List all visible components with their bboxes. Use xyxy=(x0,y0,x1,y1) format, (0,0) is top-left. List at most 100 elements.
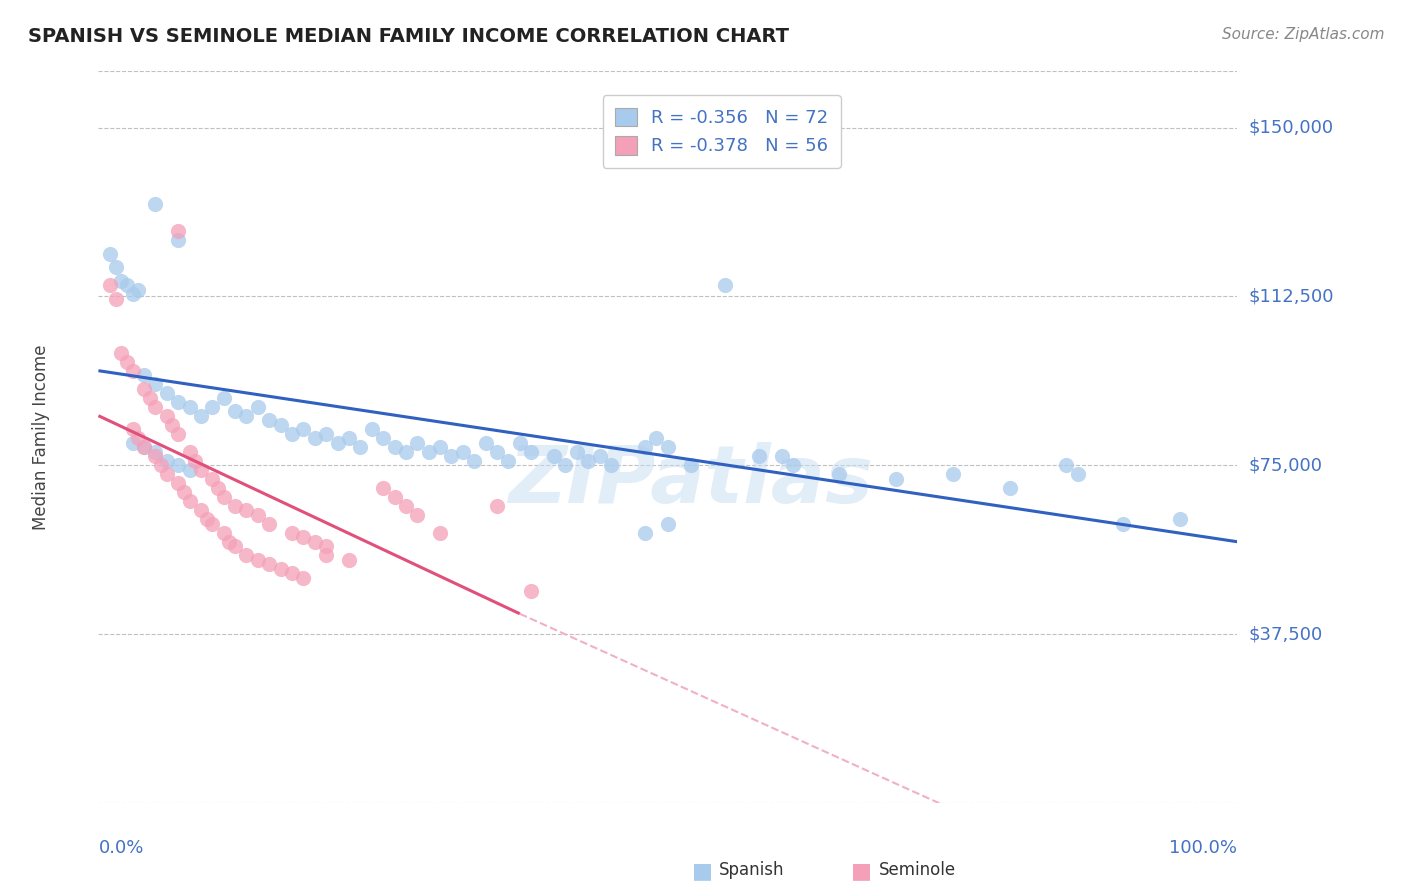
Point xyxy=(371,431,394,445)
Point xyxy=(657,516,679,531)
Point xyxy=(304,431,326,445)
Point xyxy=(520,444,543,458)
Point xyxy=(127,431,149,445)
Point xyxy=(679,458,702,473)
Point xyxy=(304,534,326,549)
Point xyxy=(429,440,451,454)
Point xyxy=(167,233,190,247)
Point xyxy=(156,453,179,467)
Point xyxy=(634,525,657,540)
Point xyxy=(179,494,201,508)
Text: 0.0%: 0.0% xyxy=(98,839,143,857)
Point xyxy=(179,400,201,414)
Point xyxy=(110,345,132,359)
Point xyxy=(770,449,793,463)
Point xyxy=(884,472,907,486)
Point xyxy=(121,287,143,301)
Point xyxy=(315,548,337,562)
Point xyxy=(156,467,179,482)
Point xyxy=(132,440,155,454)
Point xyxy=(190,503,212,517)
Point xyxy=(179,444,201,458)
Point xyxy=(498,453,520,467)
Point xyxy=(326,435,349,450)
Point xyxy=(315,539,337,553)
Point xyxy=(115,354,138,368)
Point xyxy=(440,449,463,463)
Text: Spanish: Spanish xyxy=(718,862,785,880)
Point xyxy=(212,391,235,405)
Point xyxy=(173,485,195,500)
Point xyxy=(384,440,406,454)
Point xyxy=(145,197,167,211)
Point xyxy=(292,422,315,436)
Point xyxy=(98,278,121,293)
Point xyxy=(207,481,229,495)
Point xyxy=(942,467,965,482)
Point xyxy=(201,516,224,531)
Point xyxy=(281,525,304,540)
Point xyxy=(224,539,246,553)
Point xyxy=(543,449,565,463)
Point xyxy=(337,553,360,567)
Text: ZIPatlas: ZIPatlas xyxy=(508,442,873,520)
Point xyxy=(270,562,292,576)
Point xyxy=(246,553,269,567)
Point xyxy=(145,377,167,392)
Point xyxy=(418,444,440,458)
Point xyxy=(132,368,155,383)
Point xyxy=(246,508,269,522)
Point xyxy=(349,440,371,454)
Point xyxy=(167,476,190,491)
Point xyxy=(104,260,127,275)
Point xyxy=(828,467,851,482)
Point xyxy=(360,422,382,436)
Point xyxy=(748,449,770,463)
Point xyxy=(235,548,257,562)
Text: Median Family Income: Median Family Income xyxy=(32,344,51,530)
Text: Seminole: Seminole xyxy=(879,862,956,880)
Point xyxy=(127,283,149,297)
Point xyxy=(486,499,509,513)
Point xyxy=(190,409,212,423)
Point xyxy=(520,584,543,599)
Point xyxy=(110,274,132,288)
Point xyxy=(406,508,429,522)
Point xyxy=(588,449,610,463)
Text: $112,500: $112,500 xyxy=(1249,287,1334,305)
Point xyxy=(179,463,201,477)
Point xyxy=(395,499,418,513)
Point xyxy=(162,417,184,432)
Text: ■: ■ xyxy=(692,862,713,881)
Text: ■: ■ xyxy=(851,862,872,881)
Point xyxy=(145,449,167,463)
Point xyxy=(1170,512,1192,526)
Point xyxy=(714,278,737,293)
Point xyxy=(212,490,235,504)
Point xyxy=(337,431,360,445)
Point xyxy=(218,534,240,549)
Point xyxy=(121,422,143,436)
Point xyxy=(259,558,281,572)
Point xyxy=(156,409,179,423)
Point xyxy=(98,246,121,260)
Point xyxy=(292,530,315,544)
Point xyxy=(554,458,576,473)
Point xyxy=(1067,467,1090,482)
Point xyxy=(281,566,304,581)
Point xyxy=(315,426,337,441)
Point xyxy=(132,440,155,454)
Text: $37,500: $37,500 xyxy=(1249,625,1323,643)
Point xyxy=(201,472,224,486)
Point xyxy=(132,382,155,396)
Point xyxy=(235,409,257,423)
Point xyxy=(145,444,167,458)
Text: Source: ZipAtlas.com: Source: ZipAtlas.com xyxy=(1222,27,1385,42)
Point xyxy=(259,516,281,531)
Text: SPANISH VS SEMINOLE MEDIAN FAMILY INCOME CORRELATION CHART: SPANISH VS SEMINOLE MEDIAN FAMILY INCOME… xyxy=(28,27,789,45)
Point xyxy=(474,435,496,450)
Point xyxy=(565,444,588,458)
Point xyxy=(395,444,418,458)
Point xyxy=(150,458,173,473)
Point xyxy=(509,435,531,450)
